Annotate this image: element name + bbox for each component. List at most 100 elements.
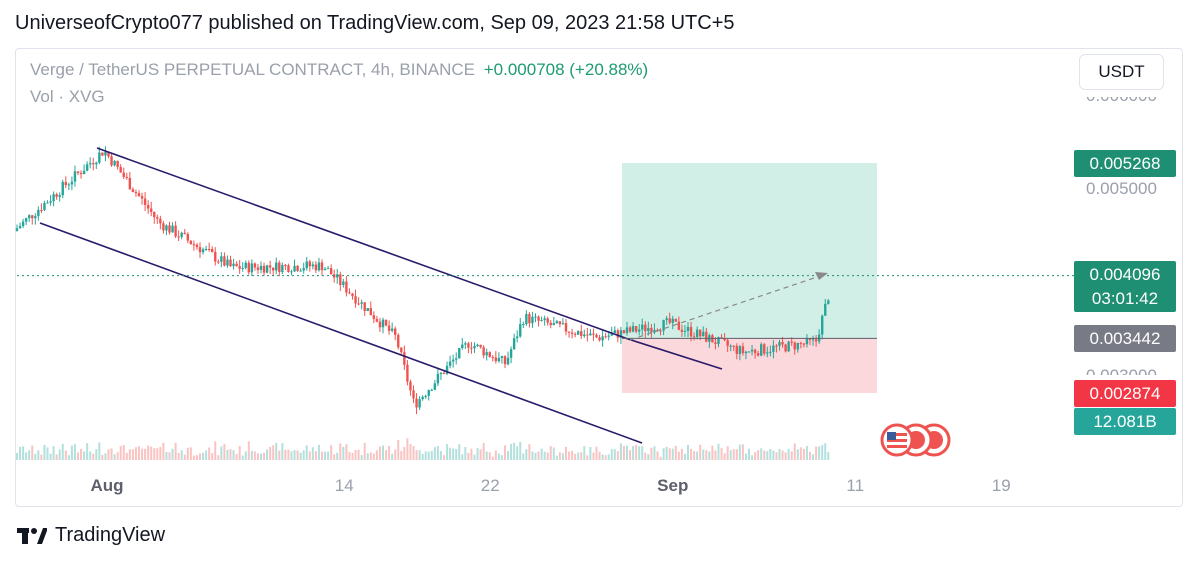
volume-bar: [134, 447, 137, 460]
candle-body: [415, 398, 418, 408]
volume-bar: [751, 455, 754, 460]
candle-body: [37, 209, 40, 217]
volume-bar: [510, 443, 513, 460]
candle-body: [509, 349, 513, 358]
candle-body: [695, 329, 699, 337]
volume-bar: [436, 446, 439, 460]
candle-body: [150, 208, 153, 212]
candle-body: [451, 359, 455, 362]
candle-body: [781, 342, 784, 345]
candle-body: [564, 323, 568, 332]
volume-bar: [656, 451, 659, 460]
candle-body: [116, 160, 119, 167]
candle-body: [473, 346, 476, 349]
candle-body: [354, 296, 357, 304]
candle-body: [638, 329, 641, 332]
candle-body: [528, 314, 531, 324]
volume-bar: [766, 451, 769, 460]
volume-bar: [696, 451, 699, 460]
volume-bar: [192, 455, 195, 460]
volume-bar: [427, 451, 430, 460]
volume-legend[interactable]: Vol · XVG: [30, 87, 105, 106]
volume-bar: [775, 452, 778, 460]
volume-bar: [260, 453, 262, 460]
volume-bar: [613, 449, 616, 460]
candle-body: [394, 328, 397, 335]
candle-body: [186, 233, 189, 241]
candle-body: [174, 225, 177, 237]
candle-body: [586, 334, 589, 336]
chart-frame[interactable]: [15, 48, 1183, 507]
volume-bar: [497, 453, 500, 460]
candle-body: [262, 265, 266, 273]
volume-bar: [250, 450, 253, 460]
volume-bar: [735, 449, 738, 460]
volume-bar: [531, 451, 534, 460]
symbol-legend[interactable]: Verge / TetherUS PERPETUAL CONTRACT, 4h,…: [30, 60, 648, 80]
candle-body: [192, 244, 196, 246]
volume-bar: [561, 453, 564, 460]
volume-bar: [244, 451, 247, 460]
volume-bar: [565, 446, 567, 460]
volume-bar: [507, 451, 510, 460]
volume-bar: [708, 451, 711, 460]
volume-bar: [754, 452, 757, 460]
candle-body: [512, 338, 516, 350]
candle-body: [70, 181, 74, 185]
tradingview-logo-icon[interactable]: [17, 527, 47, 545]
candle-body: [589, 333, 592, 336]
volume-bar: [369, 452, 372, 460]
candle-body: [503, 356, 507, 365]
candle-body: [241, 267, 244, 269]
candle-body: [686, 326, 690, 332]
candle-body: [348, 292, 351, 294]
candle-body: [49, 201, 52, 203]
candle-body: [671, 318, 674, 323]
candle-body: [561, 323, 565, 325]
volume-bar: [171, 448, 174, 460]
candle-body: [747, 351, 751, 353]
candle-body: [235, 263, 238, 267]
volume-bar: [101, 454, 104, 460]
us-flag-icon: [880, 423, 914, 457]
volume-bar: [443, 455, 445, 460]
candle-body: [403, 352, 406, 365]
volume-bar: [302, 450, 305, 460]
volume-bar: [397, 439, 400, 460]
volume-bar: [290, 451, 293, 460]
volume-bar: [546, 452, 549, 460]
volume-bar: [104, 453, 107, 460]
volume-bar: [238, 446, 241, 460]
candle-body: [531, 316, 534, 324]
currency-button[interactable]: USDT: [1079, 54, 1164, 90]
volume-bar: [525, 449, 528, 460]
candle-body: [223, 256, 226, 266]
volume-bar: [415, 450, 418, 460]
volume-bar: [287, 449, 290, 460]
volume-bar: [357, 449, 360, 460]
candle-body: [82, 170, 86, 175]
volume-bar: [375, 450, 378, 460]
volume-bar: [360, 455, 363, 460]
volume-bar: [266, 449, 269, 460]
candle-body: [156, 217, 159, 219]
volume-bar: [665, 446, 668, 460]
candle-body: [195, 244, 199, 248]
candle-countdown-label: 03:01:42: [1074, 285, 1176, 312]
candle-body: [131, 189, 135, 193]
publish-header: UniverseofCrypto077 published on Trading…: [15, 12, 735, 34]
economic-events[interactable]: [879, 422, 953, 458]
candle-body: [256, 267, 260, 270]
volume-bar: [760, 448, 763, 460]
x-tick-label: 19: [992, 476, 1011, 495]
volume-bar: [714, 450, 717, 460]
candle-body: [46, 202, 49, 204]
volume-bar: [141, 448, 144, 460]
volume-bar: [385, 450, 388, 460]
volume-bar: [741, 444, 744, 460]
candle-body: [406, 364, 409, 382]
x-tick-label: 11: [846, 476, 864, 495]
volume-bar: [128, 449, 131, 460]
volume-bar: [217, 455, 220, 460]
